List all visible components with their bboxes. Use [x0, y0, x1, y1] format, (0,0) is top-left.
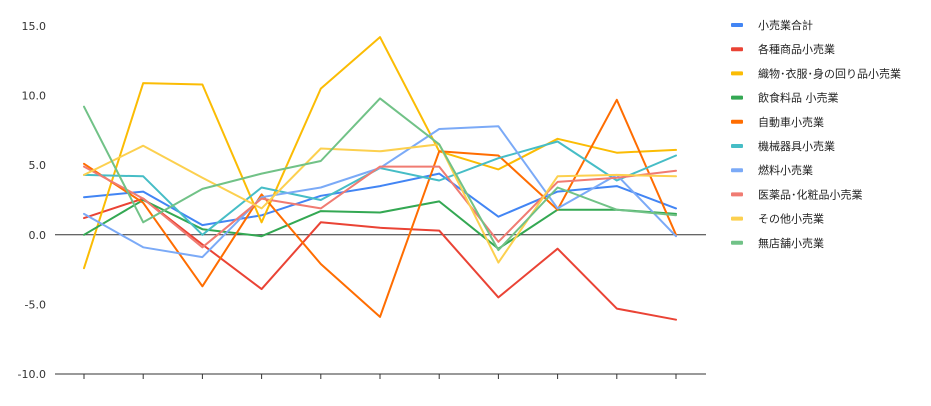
series-line-8 — [83, 165, 677, 249]
x-axis — [55, 373, 706, 379]
legend-swatch — [731, 95, 743, 100]
legend-swatch — [731, 144, 743, 148]
y-tick-label: -5.0 — [25, 298, 46, 311]
legend-label: 無店舗小売業 — [758, 236, 824, 250]
legend-item: 織物･衣服･身の回り品小売業 — [731, 66, 901, 80]
legend-item: 自動車小売業 — [731, 115, 824, 129]
y-tick-label: 15.0 — [22, 20, 47, 33]
legend-item: 各種商品小売業 — [731, 42, 835, 56]
series-line-5 — [83, 98, 677, 318]
legend-swatch — [731, 216, 743, 221]
series-line-9 — [83, 143, 677, 264]
legend-label: 機械器具小売業 — [758, 139, 835, 153]
series-line-3 — [83, 36, 677, 270]
legend-swatch — [731, 23, 743, 27]
legend-swatch — [731, 240, 743, 245]
series-line-4 — [83, 199, 677, 250]
legend-item: 飲食料品 小売業 — [731, 91, 839, 105]
legend-label: 織物･衣服･身の回り品小売業 — [758, 66, 901, 80]
legend-swatch — [731, 71, 743, 76]
y-tick-label: 10.0 — [22, 90, 47, 103]
legend-item: 燃料小売業 — [731, 163, 813, 177]
series-lines — [83, 36, 677, 321]
legend-item: その他小売業 — [731, 213, 824, 226]
legend-swatch — [731, 168, 743, 173]
legend-swatch — [731, 119, 743, 124]
legend-label: その他小売業 — [758, 213, 824, 226]
legend-swatch — [731, 47, 743, 52]
legend-item: 医薬品･化粧品小売業 — [731, 187, 863, 201]
legend-label: 医薬品･化粧品小売業 — [758, 187, 863, 201]
y-tick-label: 5.0 — [29, 159, 47, 172]
legend-label: 飲食料品 小売業 — [758, 91, 839, 105]
legend-label: 各種商品小売業 — [758, 42, 835, 56]
y-axis-labels: 15.0 10.0 5.0 0.0 -5.0 -10.0 — [18, 20, 46, 381]
legend-swatch — [731, 192, 743, 197]
series-line-2 — [83, 197, 677, 321]
legend-label: 燃料小売業 — [758, 163, 813, 177]
y-tick-label: -10.0 — [18, 368, 46, 381]
legend-item: 機械器具小売業 — [731, 139, 835, 153]
legend-label: 小売業合計 — [758, 18, 813, 32]
series-line-7 — [83, 125, 677, 259]
legend-item: 無店舗小売業 — [731, 236, 824, 250]
legend-item: 小売業合計 — [731, 18, 813, 32]
series-line-10 — [83, 97, 677, 252]
legend-label: 自動車小売業 — [758, 115, 824, 129]
y-tick-label: 0.0 — [29, 229, 47, 242]
